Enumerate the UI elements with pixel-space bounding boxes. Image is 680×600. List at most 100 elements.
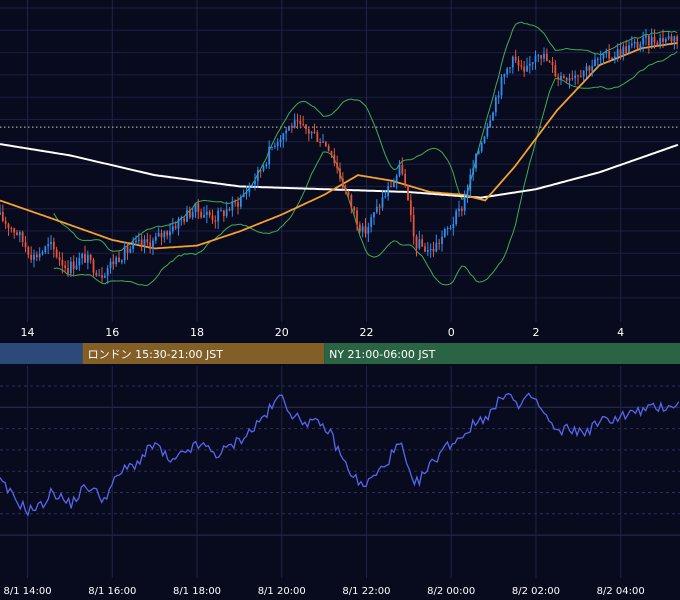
candle-body — [72, 261, 75, 270]
candle-body — [494, 97, 497, 113]
candle-body — [506, 68, 509, 75]
candle-body — [670, 36, 673, 42]
bollinger-lower — [53, 50, 678, 286]
candle-body — [52, 241, 55, 250]
candle-body — [135, 240, 137, 243]
candle-body — [625, 46, 628, 53]
top-tick-label: 16 — [105, 326, 119, 339]
candle-body — [157, 233, 160, 237]
candle-body — [245, 192, 248, 194]
candle-body — [30, 254, 33, 260]
candle-body — [594, 59, 596, 67]
candle-body — [591, 66, 594, 71]
candle-body — [401, 164, 404, 174]
candle-body — [492, 112, 494, 121]
candle-body — [645, 35, 647, 38]
ma-long-line — [0, 143, 679, 199]
candle-body — [316, 132, 319, 142]
candle-body — [565, 78, 568, 81]
candle-body — [61, 260, 64, 266]
candle-body — [293, 120, 296, 128]
candle-body — [166, 231, 169, 236]
candle-body — [171, 226, 174, 232]
candle-body — [106, 268, 109, 276]
candle-body — [460, 208, 463, 211]
candle-body — [667, 36, 670, 39]
candle-body — [285, 130, 288, 134]
candle-body — [557, 76, 560, 79]
candle-body — [636, 41, 639, 49]
candle-body — [477, 151, 480, 154]
candle-body — [222, 210, 225, 217]
candle-body — [55, 249, 58, 258]
candle-body — [596, 58, 599, 60]
candle-body — [392, 181, 395, 188]
candle-body — [69, 261, 72, 274]
candle-body — [149, 242, 152, 250]
candle-body — [455, 210, 458, 225]
candle-body — [574, 75, 577, 79]
candle-body — [197, 203, 200, 212]
candle-body — [489, 120, 492, 127]
candle-body — [327, 146, 330, 152]
bottom-tick-label: 8/1 18:00 — [173, 586, 221, 597]
candle-body — [120, 260, 123, 263]
candle-body — [438, 242, 441, 244]
candle-body — [602, 53, 605, 59]
candle-body — [259, 170, 262, 172]
candle-body — [398, 164, 401, 176]
candle-body — [305, 124, 307, 130]
candle-body — [381, 197, 384, 208]
candle-body — [188, 210, 191, 218]
candle-body — [160, 233, 163, 238]
candle-body — [217, 210, 220, 222]
candle-body — [656, 42, 659, 45]
candle-body — [443, 229, 446, 237]
candle-body — [324, 141, 327, 147]
top-tick-label: 14 — [21, 326, 35, 339]
candle-body — [177, 219, 180, 229]
candle-body — [500, 76, 503, 96]
candle-body — [41, 252, 44, 254]
candle-body — [653, 36, 656, 43]
candle-body — [84, 254, 86, 263]
candle-body — [364, 226, 367, 234]
candle-body — [67, 268, 69, 274]
candle-body — [38, 253, 41, 258]
candle-body — [560, 75, 562, 79]
candle-body — [1, 212, 4, 221]
candle-body — [251, 184, 254, 187]
candle-body — [200, 211, 203, 218]
candle-body — [622, 46, 625, 57]
bottom-tick-label: 8/2 02:00 — [512, 586, 560, 597]
candle-body — [446, 228, 449, 230]
candle-body — [361, 226, 364, 232]
candle-body — [265, 164, 268, 167]
session-label: ロンドン 15:30-21:00 JST — [88, 348, 224, 361]
candle-body — [13, 228, 16, 233]
candle-body — [449, 228, 452, 230]
candle-body — [358, 224, 361, 232]
candle-body — [548, 61, 551, 63]
candle-body — [367, 226, 370, 234]
candle-body — [441, 236, 443, 244]
top-grid — [0, 0, 680, 322]
candle-body — [214, 220, 217, 222]
candle-body — [7, 223, 10, 229]
candle-body — [299, 120, 302, 125]
candle-body — [432, 248, 435, 252]
candle-body — [562, 75, 565, 79]
candle-body — [540, 55, 543, 59]
candle-body — [650, 36, 653, 46]
candle-body — [220, 210, 222, 212]
candle-body — [288, 126, 290, 131]
candle-body — [407, 184, 409, 201]
candle-body — [225, 209, 228, 217]
candle-body — [551, 62, 554, 65]
candle-body — [537, 55, 540, 57]
oscillator-line — [0, 392, 680, 517]
candle-body — [18, 232, 21, 236]
candle-body — [112, 261, 115, 265]
candle-body — [307, 129, 310, 134]
candle-body — [211, 215, 214, 221]
